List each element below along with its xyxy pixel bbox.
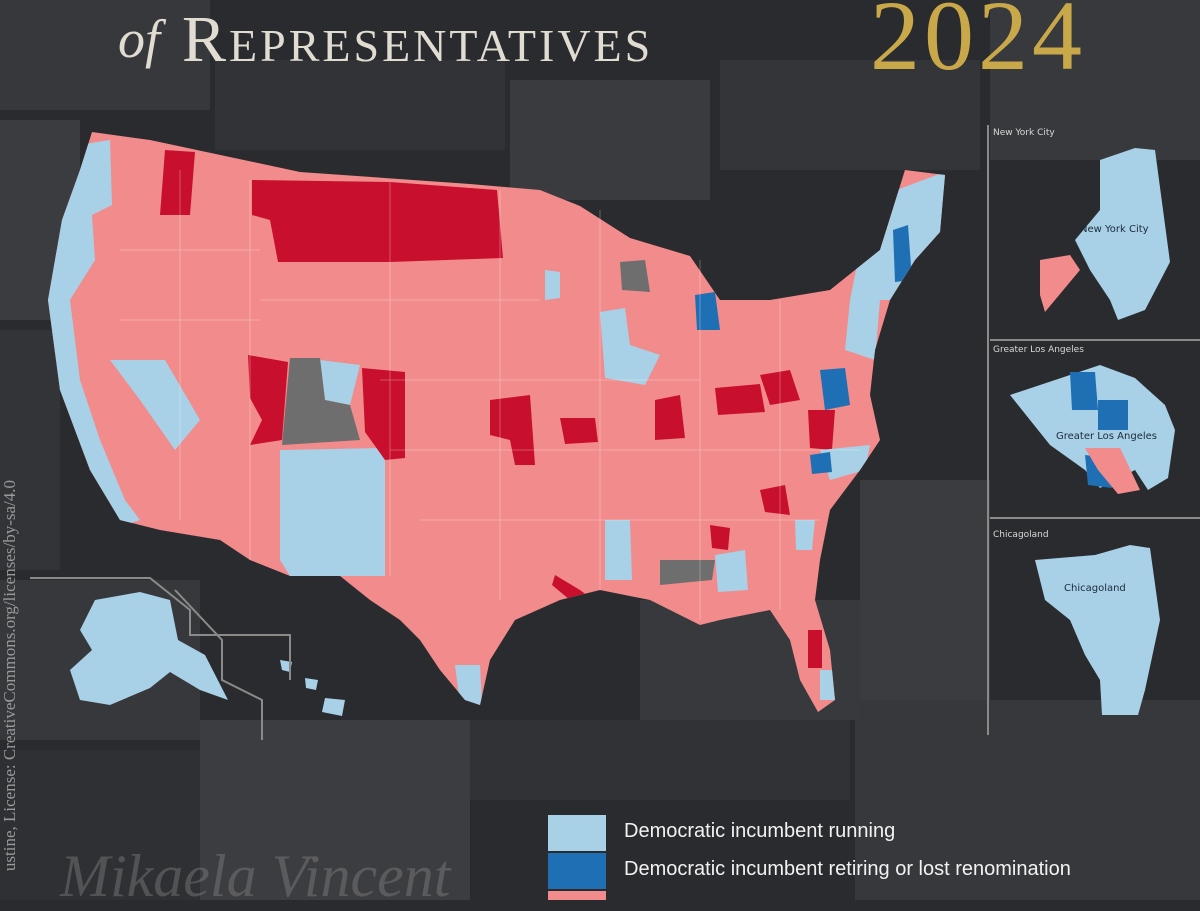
la-dem-retiring <box>1070 372 1128 488</box>
inset-label-nyc: New York City <box>993 128 1055 138</box>
missouri-rep-retiring <box>560 418 598 444</box>
maryland-virginia-dem-retiring <box>820 368 850 410</box>
inset-center-nyc: New York City <box>1080 224 1149 235</box>
legend-item-dem-retiring: Democratic incumbent retiring or lost re… <box>548 853 1198 893</box>
idaho-rep-retiring <box>160 150 195 215</box>
south-carolina-rep-retiring <box>760 485 790 515</box>
title-main: Representatives <box>182 3 654 76</box>
indiana-rep-retiring <box>655 395 685 440</box>
legend-swatch <box>548 853 606 889</box>
illinois-dem-districts <box>600 308 660 385</box>
west-rep-retiring-b <box>362 368 405 460</box>
wisconsin-vacant-district <box>620 260 650 292</box>
nevada-dem-district <box>110 360 200 450</box>
florida-dem-district <box>820 670 835 700</box>
minnesota-dem-district <box>545 270 560 300</box>
mississippi-dem-district <box>605 520 632 580</box>
ohio-rep-retiring-b <box>760 370 800 405</box>
alabama-dem-district <box>715 550 748 592</box>
kansas-rep-retiring <box>490 395 535 465</box>
inset-center-la: Greater Los Angeles <box>1056 431 1158 442</box>
la-inset-map <box>1010 365 1175 490</box>
utah-vacant-districts <box>282 358 360 445</box>
alaska <box>70 592 228 705</box>
title-year: 2024 <box>870 0 1086 91</box>
legend-item-dem-running: Democratic incumbent running <box>548 815 1198 855</box>
georgia-dem-district <box>795 520 815 550</box>
title-of: of <box>118 9 161 69</box>
artist-signature: Mikaela Vincent <box>60 843 451 909</box>
montana-rep-retiring <box>252 180 390 262</box>
texas-dem-district <box>455 665 482 705</box>
alabama-vacant-district <box>660 560 715 585</box>
inset-center-chicago: Chicagoland <box>1064 583 1126 594</box>
colorado-dem-district <box>320 360 360 405</box>
nyc-staten-island <box>1040 255 1080 312</box>
legend-swatch <box>548 815 606 851</box>
hawaii <box>280 660 345 716</box>
new-hampshire-dem-retiring <box>893 225 912 282</box>
north-carolina-dem <box>820 445 870 480</box>
florida-rep-retiring <box>808 630 822 668</box>
virginia-rep-retiring <box>808 410 835 450</box>
legend-label: Democratic incumbent retiring or lost re… <box>624 858 1071 880</box>
district-boundaries <box>120 170 860 620</box>
michigan-dem-district <box>695 292 720 330</box>
la-rep <box>1085 448 1140 494</box>
new-mexico-dem-districts <box>280 448 385 576</box>
north-carolina-dem-retiring <box>810 452 832 474</box>
georgia-rep-retiring <box>710 525 730 550</box>
nyc-inset-map <box>1075 148 1170 320</box>
legend-swatch <box>548 891 606 900</box>
north-dakota-rep-retiring <box>390 182 503 262</box>
legend-item-rep-running <box>548 891 1198 900</box>
legend-label: Democratic incumbent running <box>624 820 896 842</box>
inset-label-la: Greater Los Angeles <box>993 345 1084 355</box>
west-rep-retiring-a <box>248 355 288 445</box>
chicago-inset-map <box>1035 545 1160 715</box>
license-credit: ustine, License: CreativeCommons.org/lic… <box>0 480 19 872</box>
ohio-rep-retiring <box>715 384 765 415</box>
inset-label-chicago: Chicagoland <box>993 530 1049 540</box>
inset-frame-lines <box>30 125 1200 740</box>
